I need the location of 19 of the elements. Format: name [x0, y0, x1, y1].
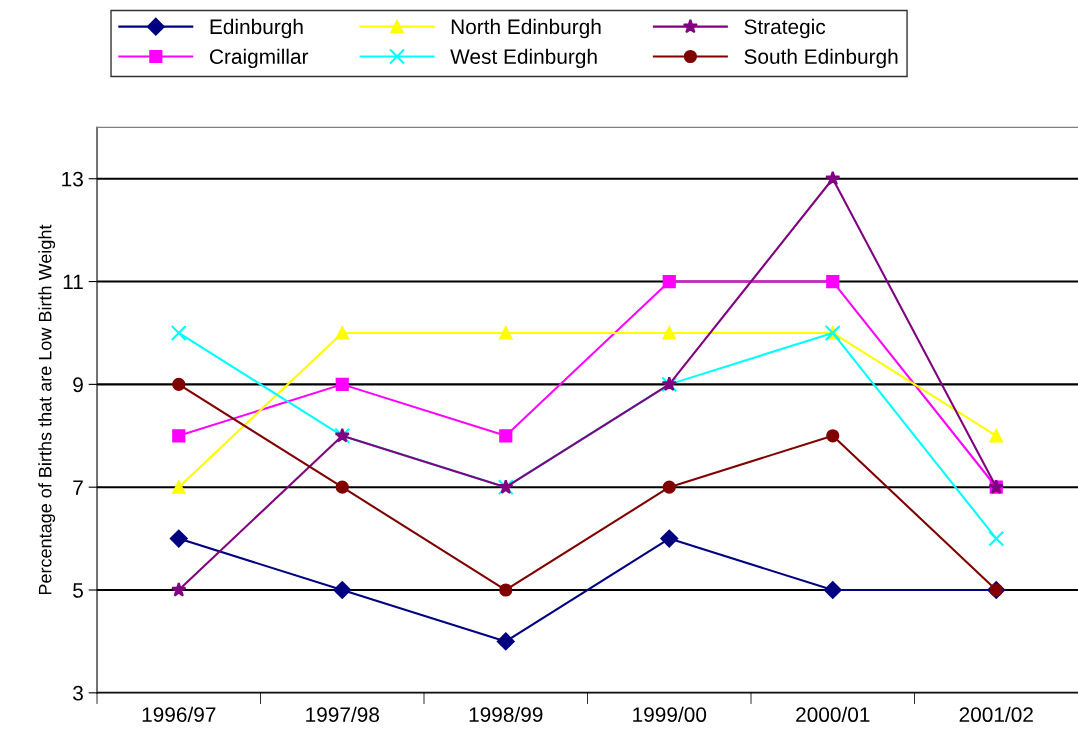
x-tick-label: 1997/98 [306, 706, 380, 723]
y-tick-label: 5 [73, 583, 83, 598]
y-tick-label: 3 [73, 685, 83, 701]
y-axis-title: Percentage of Births that are Low Birth Weight [38, 224, 56, 595]
legend-label: Strategic [744, 18, 826, 39]
y-tick-label: 13 [62, 171, 83, 187]
x-tick-label: 1999/00 [633, 706, 707, 723]
x-tick-label: 2001/02 [959, 706, 1033, 723]
legend-label: West Edinburgh [450, 48, 597, 69]
y-tick-label: 9 [73, 377, 83, 393]
y-tick-label: 7 [73, 480, 83, 495]
x-tick-label: 2000/01 [796, 706, 870, 723]
legend-label: Edinburgh [210, 18, 303, 39]
x-tick-label: 1998/99 [469, 706, 543, 723]
legend-label: North Edinburgh [451, 18, 601, 39]
legend-label: South Edinburgh [744, 48, 898, 69]
x-tick-label: 1996/97 [142, 706, 216, 723]
legend-label: Craigmillar [209, 48, 309, 69]
y-tick-label: 11 [63, 274, 83, 290]
